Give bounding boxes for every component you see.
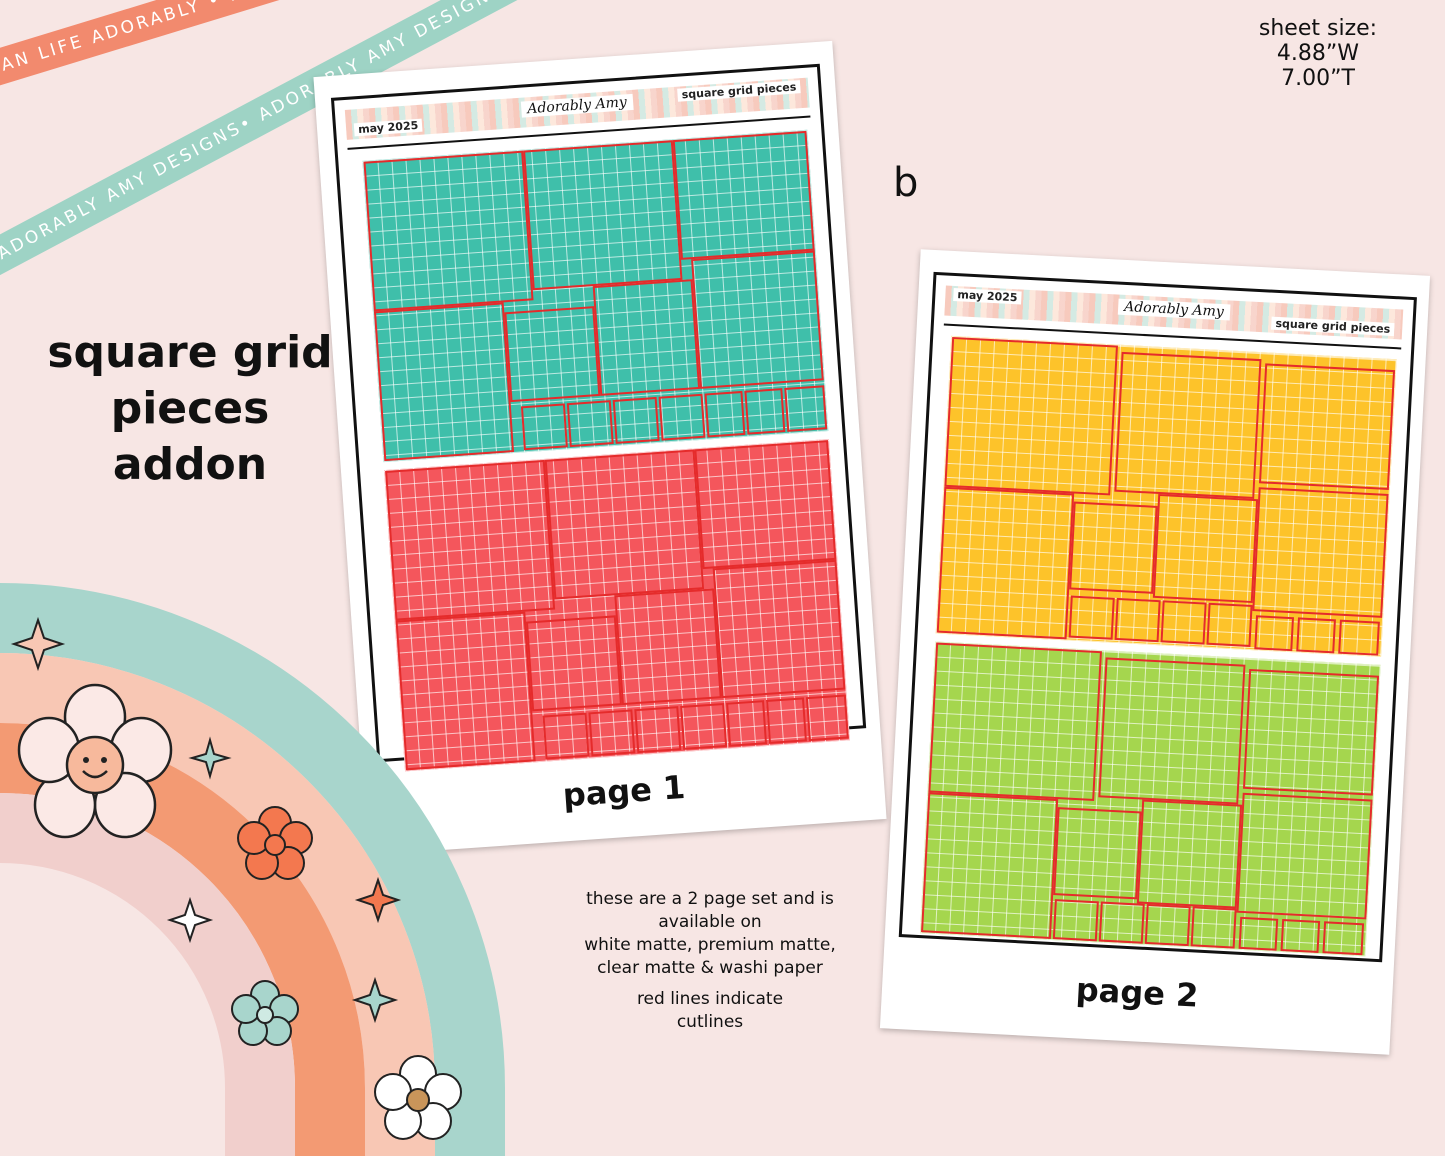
cutline-piece bbox=[566, 400, 614, 448]
cutline-piece bbox=[504, 306, 601, 403]
cutline-piece bbox=[1242, 668, 1380, 796]
cutline-piece bbox=[765, 697, 807, 744]
desc-line-3: white matte, premium matte, bbox=[584, 935, 836, 955]
cutline-piece bbox=[805, 694, 849, 742]
product-description: these are a 2 page set and is available … bbox=[555, 888, 865, 1034]
page-2-label: page 2 bbox=[1074, 970, 1200, 1015]
cutline-piece bbox=[1238, 916, 1279, 951]
sheet-size-height: 7.00”T bbox=[1281, 66, 1355, 91]
cutline-piece bbox=[1338, 619, 1380, 656]
cutline-piece bbox=[784, 385, 828, 432]
product-title: square grid pieces addon bbox=[40, 325, 340, 493]
sheet-size-info: sheet size: 4.88”W 7.00”T bbox=[1243, 16, 1393, 91]
cutline-piece bbox=[523, 140, 683, 291]
desc-line-4: clear matte & washi paper bbox=[597, 958, 823, 978]
variant-letter: b bbox=[893, 160, 919, 206]
desc-line-6: cutlines bbox=[676, 1012, 744, 1032]
smiley-flower-icon bbox=[17, 683, 173, 839]
cutline-piece bbox=[744, 388, 786, 435]
sheet-size-label: sheet size: bbox=[1258, 16, 1378, 41]
cutline-piece bbox=[672, 130, 815, 260]
cutline-piece bbox=[1053, 807, 1142, 900]
page-2-card: may 2025 Adorably Amy square grid pieces bbox=[879, 249, 1431, 1055]
cutline-piece bbox=[1114, 351, 1262, 499]
cutline-piece bbox=[704, 390, 746, 438]
cutline-piece bbox=[1068, 595, 1115, 640]
cutline-piece bbox=[1098, 901, 1145, 944]
cutline-piece bbox=[1236, 792, 1373, 920]
cutline-piece bbox=[1254, 615, 1295, 652]
cutline-piece bbox=[542, 712, 590, 760]
cutline-piece bbox=[363, 150, 534, 312]
cutline-piece bbox=[1144, 903, 1191, 947]
title-line-1: square grid bbox=[47, 327, 333, 378]
cutline-piece bbox=[544, 449, 705, 600]
cutline-piece bbox=[1322, 921, 1365, 956]
desc-line-2: available on bbox=[658, 912, 762, 932]
cutline-piece bbox=[614, 588, 722, 706]
cutline-piece bbox=[658, 393, 706, 441]
sparkle-icon bbox=[10, 616, 402, 1024]
cutline-piece bbox=[1114, 597, 1161, 643]
cutline-piece bbox=[612, 396, 660, 444]
white-flower-icon bbox=[374, 1055, 462, 1140]
cutline-piece bbox=[694, 440, 837, 570]
desc-line-5: red lines indicate bbox=[636, 989, 784, 1009]
cutline-piece bbox=[691, 250, 824, 389]
green-grid-panel bbox=[919, 641, 1381, 957]
cutline-piece bbox=[1206, 602, 1253, 647]
cutline-piece bbox=[921, 792, 1059, 939]
cutline-piece bbox=[1280, 919, 1321, 953]
cutline-piece bbox=[712, 559, 846, 699]
title-line-2: pieces bbox=[110, 383, 270, 434]
cutline-piece bbox=[944, 336, 1118, 496]
cutline-piece bbox=[726, 700, 768, 747]
cutline-piece bbox=[592, 279, 701, 396]
cutline-piece bbox=[1296, 617, 1336, 654]
desc-line-1: these are a 2 page set and is bbox=[586, 889, 834, 909]
cutline-piece bbox=[1098, 657, 1246, 805]
cutline-piece bbox=[1252, 487, 1389, 618]
teal-grid-panel bbox=[362, 129, 829, 463]
yellow-grid-panel bbox=[935, 335, 1397, 657]
page-2-sheet: may 2025 Adorably Amy square grid pieces bbox=[898, 271, 1417, 963]
sheet-size-width: 4.88”W bbox=[1276, 41, 1360, 66]
cutline-piece bbox=[1136, 799, 1243, 909]
cutline-piece bbox=[1190, 906, 1237, 949]
orange-flower-icon bbox=[237, 806, 313, 880]
cutline-piece bbox=[634, 706, 682, 754]
cutline-piece bbox=[936, 486, 1075, 640]
title-line-3: addon bbox=[112, 439, 268, 490]
rainbow-illustration bbox=[0, 583, 505, 1156]
cutline-piece bbox=[525, 615, 622, 712]
cutline-piece bbox=[520, 403, 568, 451]
cutline-piece bbox=[373, 302, 515, 462]
cutline-piece bbox=[588, 709, 636, 757]
cutline-piece bbox=[1258, 363, 1396, 491]
cutline-piece bbox=[680, 702, 728, 750]
cutline-piece bbox=[1069, 501, 1158, 594]
cutline-piece bbox=[1152, 493, 1259, 604]
cutline-piece bbox=[928, 642, 1102, 802]
mint-flower-icon bbox=[231, 980, 299, 1046]
cutline-piece bbox=[1052, 899, 1099, 942]
cutline-piece bbox=[1160, 600, 1207, 645]
